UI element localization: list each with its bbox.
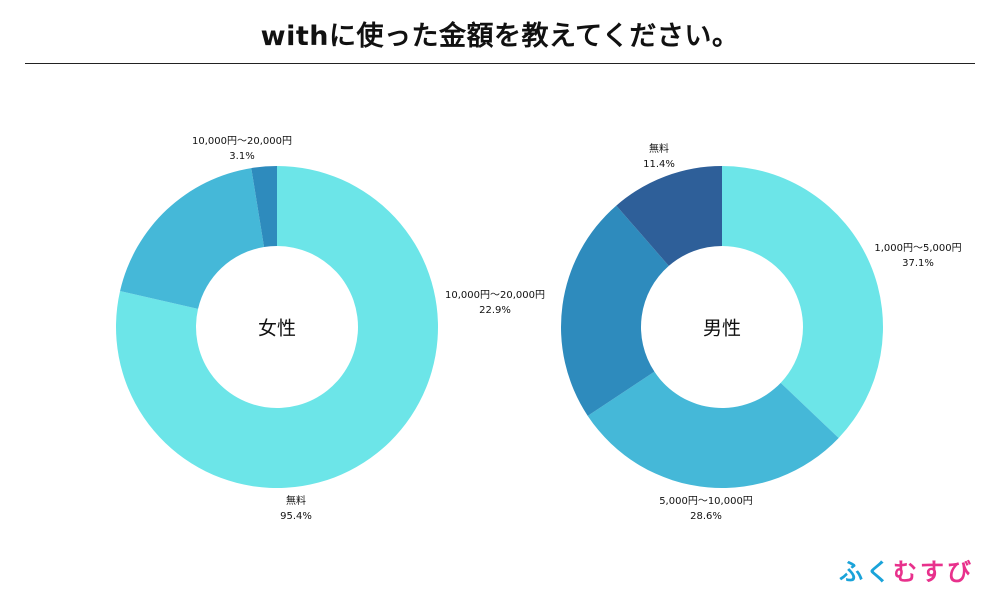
slice-percent: 37.1% (902, 258, 934, 269)
male-center-label: 男性 (702, 317, 742, 340)
logo-part-0: ふく (839, 558, 893, 586)
male-donut-slice (587, 371, 839, 488)
male-slice-label: 5,000円〜10,000円 28.6% (659, 494, 753, 524)
logo-part-1: むすび (893, 558, 974, 586)
slice-percent: 3.1% (229, 151, 255, 162)
slice-category: 10,000円〜20,000円 (192, 136, 292, 147)
male-donut-slice (616, 166, 722, 266)
female-donut-slice (251, 166, 277, 248)
slice-percent: 95.4% (280, 511, 312, 522)
slice-category: 1,000円〜5,000円 (874, 243, 962, 254)
male-donut-slice (722, 166, 883, 438)
female-center-label: 女性 (257, 317, 297, 340)
male-slice-label: 1,000円〜5,000円 37.1% (874, 241, 961, 271)
slice-percent: 11.4% (643, 159, 675, 170)
slice-percent: 28.6% (690, 511, 722, 522)
male-donut-slice (561, 205, 669, 416)
female-slice-label: 10,000円〜20,000円 22.9% (445, 288, 545, 318)
female-donut-slice (115, 166, 439, 488)
slice-category: 無料 (286, 496, 306, 507)
fukumusubi-logo: ふくむすび (839, 552, 974, 587)
slice-category: 5,000円〜10,000円 (659, 496, 753, 507)
slice-category: 無料 (649, 144, 669, 155)
slice-category: 10,000円〜20,000円 (445, 290, 545, 301)
female-slice-label: 10,000円〜20,000円 3.1% (192, 134, 292, 164)
chart-title: withに使った金額を教えてください。 (260, 21, 740, 52)
title-divider (25, 63, 975, 64)
slice-percent: 22.9% (479, 305, 511, 316)
male-slice-label: 無料 11.4% (643, 142, 675, 172)
female-slice-label: 無料 95.4% (280, 494, 312, 524)
female-donut-slice (120, 168, 265, 309)
